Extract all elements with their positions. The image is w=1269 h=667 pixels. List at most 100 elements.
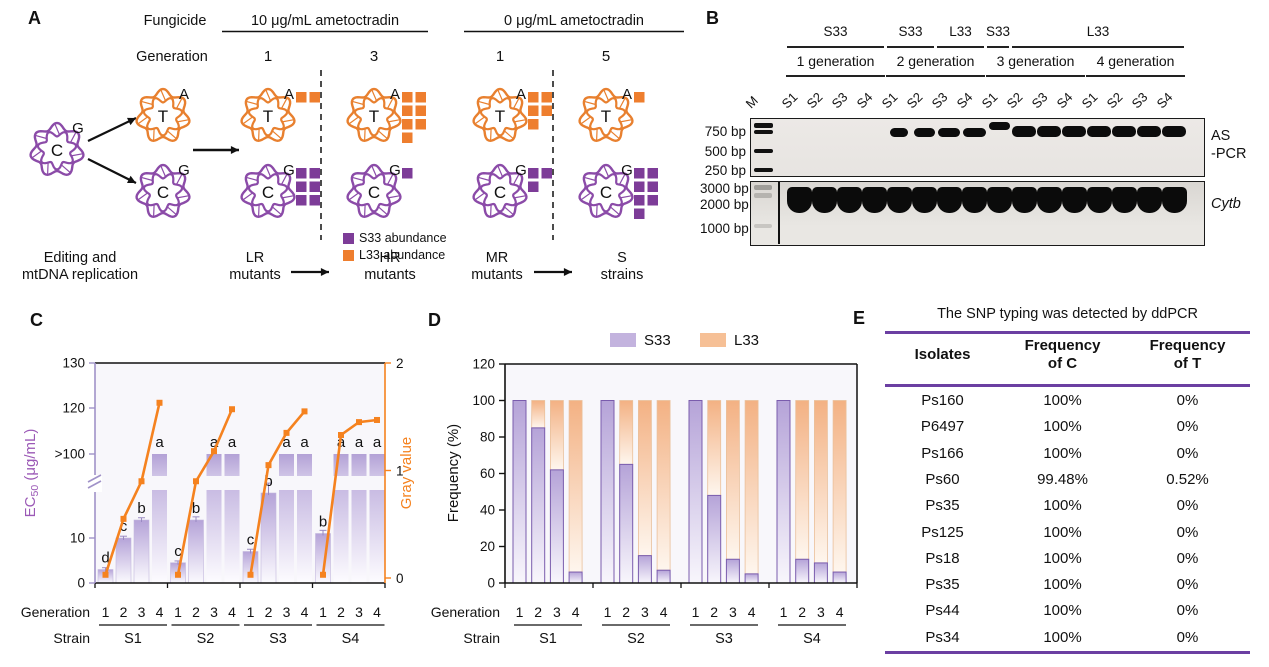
marker-size-label: 3000 bp (700, 181, 749, 196)
circle-letter: T (263, 107, 273, 126)
sig-letter: b (137, 500, 145, 517)
dna-rung (272, 130, 282, 139)
gel-band (986, 187, 1012, 213)
circle-letter: C (157, 183, 169, 202)
dna-rung (386, 202, 392, 207)
line-point (374, 416, 380, 423)
generation-tick: 1 (780, 604, 788, 620)
dna-rung (507, 96, 512, 101)
legend-label: S33 abundance (359, 231, 447, 245)
circle-letter: C (51, 141, 63, 160)
line-point (338, 432, 344, 439)
generation-tick: 1 (102, 604, 110, 620)
lane-label: S2 (903, 89, 926, 112)
dna-rung (160, 134, 165, 137)
panel-b-label: B (706, 8, 719, 28)
gel-band (936, 187, 962, 213)
axis-break-slash (87, 480, 102, 489)
s33-abundance-square (309, 168, 320, 179)
dna-rung (514, 119, 526, 123)
arrow-head (563, 268, 572, 276)
table-cell: 100% (1043, 444, 1082, 462)
dna-rung (512, 202, 518, 207)
sig-letter: a (282, 434, 291, 451)
dna-rung (177, 195, 189, 199)
generation-tick: 2 (798, 604, 806, 620)
lane-label: S2 (1103, 89, 1126, 112)
cytb-gel (750, 181, 1205, 246)
dna-rung (353, 184, 357, 190)
generation-group-underline (886, 75, 985, 77)
dna-rung (280, 202, 286, 207)
dna-rung (388, 119, 400, 123)
lane-label: S1 (878, 89, 901, 112)
gel-band (913, 128, 935, 137)
lane-label: S4 (1153, 89, 1176, 112)
circle-sup-letter: G (389, 162, 401, 179)
dna-rung (585, 108, 589, 114)
lane-label: S3 (928, 89, 951, 112)
gel-band (938, 128, 960, 137)
dna-rung (489, 173, 495, 175)
generation-tick: 3 (817, 604, 825, 620)
l33-abundance-square (528, 105, 539, 116)
dna-rung (70, 132, 77, 143)
table-cell: 100% (1043, 497, 1082, 515)
strain-label: S1 (539, 631, 557, 647)
ec50-bar-bottom (206, 490, 222, 583)
gel-band (1086, 187, 1112, 213)
gel-band (1012, 126, 1036, 137)
table-header: of C (1047, 355, 1078, 372)
table-cell: 100% (1043, 549, 1082, 567)
circle-letter: T (495, 107, 505, 126)
lane-label: S2 (803, 89, 826, 112)
table-header: Frequency (1024, 337, 1101, 354)
l33-abundance-square (402, 92, 413, 103)
generation-tick: 4 (748, 604, 756, 620)
bottom-label-line2: mutants (471, 267, 523, 283)
l33-bar-segment (744, 400, 759, 575)
table-cell: Ps34 (925, 628, 960, 646)
dna-rung (371, 134, 376, 137)
dna-rung (247, 108, 251, 114)
circle-sup-letter: G (283, 162, 295, 179)
table-cell: Ps44 (925, 602, 960, 620)
dna-rung (504, 206, 514, 215)
s33-bar-segment (707, 494, 722, 584)
gel-band (962, 128, 986, 137)
dna-ring-outer (240, 87, 296, 143)
as-pcr-gel (750, 118, 1205, 177)
dna-rung (349, 192, 359, 201)
dna-ring-outer (472, 163, 528, 219)
dna-ring-outer (346, 163, 402, 219)
dna-rung (250, 125, 254, 131)
ec50-bar-bottom (333, 490, 349, 583)
dna-ring-outer (472, 87, 528, 143)
dna-rung (479, 108, 483, 114)
dna-rung (371, 210, 376, 213)
ec50-bar-top (206, 454, 222, 476)
sig-letter: a (355, 434, 364, 451)
s33-bar-segment (512, 400, 527, 584)
s33-abundance-square (309, 181, 320, 192)
circle-sup-letter: A (516, 86, 526, 103)
dna-rung (620, 119, 632, 123)
l33-bar-segment (813, 400, 828, 564)
legend-label-l33: L33 (734, 332, 759, 349)
bottom-label-line2: strains (601, 267, 644, 283)
dna-rung (497, 166, 503, 177)
s33-abundance-square (309, 195, 320, 206)
gel-band (1162, 126, 1186, 137)
line-point (175, 571, 181, 578)
l33-abundance-square (528, 119, 539, 130)
sig-letter: b (264, 473, 272, 490)
l33-bar-segment (795, 400, 810, 560)
as-pcr-label: AS (1211, 128, 1231, 144)
sig-letter: a (155, 434, 164, 451)
dna-rung (145, 201, 149, 207)
l33-bar-segment (568, 400, 583, 573)
generation-tick: 3 (729, 604, 737, 620)
l33-abundance-square (541, 105, 552, 116)
s33-abundance-square (541, 168, 552, 179)
marker-size-label: 500 bp (704, 144, 746, 159)
